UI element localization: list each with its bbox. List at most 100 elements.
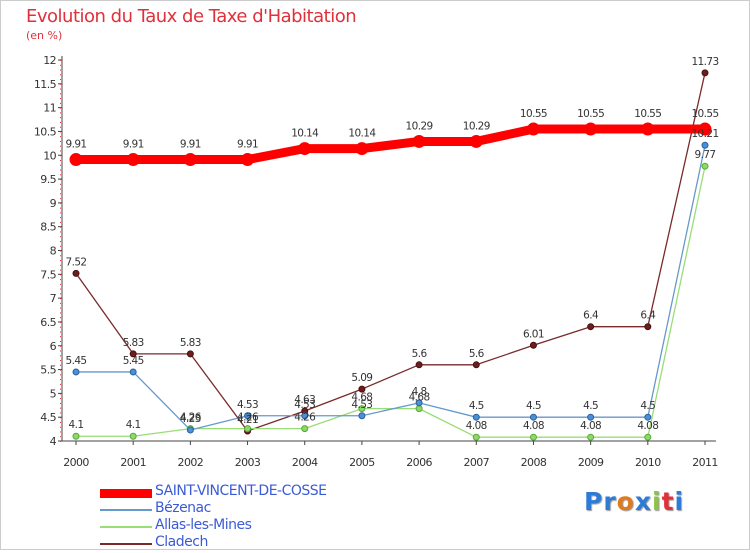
- data-point: [415, 405, 423, 413]
- data-point: [472, 413, 480, 421]
- series-line-2: [75, 165, 706, 438]
- y-minor-tick: [60, 336, 61, 338]
- data-label: 4.08: [466, 420, 487, 432]
- y-minor-tick: [60, 188, 61, 190]
- x-tick-label: 2002: [178, 456, 204, 469]
- y-minor-tick: [60, 398, 61, 400]
- y-tick-label: 9.5: [40, 173, 56, 186]
- y-minor-tick: [60, 83, 61, 85]
- y-minor-tick: [60, 388, 61, 390]
- data-point: [72, 269, 80, 277]
- y-minor-tick: [60, 160, 61, 162]
- x-tick-label: 2011: [692, 456, 718, 469]
- x-tick-label: 2008: [521, 456, 547, 469]
- data-label: 4.63: [294, 394, 315, 406]
- y-minor-tick: [60, 60, 61, 61]
- data-point: [587, 433, 595, 441]
- data-label: 6.01: [523, 328, 544, 340]
- data-label: 10.14: [348, 128, 376, 140]
- data-label: 9.77: [695, 149, 716, 161]
- data-label: 10.29: [463, 120, 490, 132]
- data-label: 5.6: [469, 348, 485, 360]
- data-point: [69, 153, 83, 167]
- data-point: [412, 134, 426, 148]
- data-label: 5.45: [66, 355, 87, 367]
- y-tick-label: 10: [43, 149, 56, 162]
- y-minor-tick: [60, 312, 61, 314]
- data-label: 9.91: [123, 139, 144, 151]
- y-tick-label: 12: [43, 54, 56, 67]
- y-minor-tick: [60, 340, 61, 342]
- x-tick-label: 2000: [63, 456, 89, 469]
- y-minor-tick: [60, 360, 61, 362]
- data-point: [701, 69, 709, 77]
- data-label: 4.53: [294, 399, 315, 411]
- y-minor-tick: [60, 79, 61, 81]
- data-label: 4.53: [237, 399, 258, 411]
- legend-label: Allas-les-Mines: [155, 517, 252, 533]
- chart-title: Evolution du Taux de Taxe d'Habitation: [26, 6, 357, 27]
- y-minor-tick: [60, 364, 61, 366]
- data-label: 4.1: [69, 419, 84, 431]
- y-tick-label: 5.5: [40, 364, 56, 377]
- y-tick-label: 4.5: [40, 411, 56, 424]
- data-label: 10.55: [691, 108, 718, 120]
- y-minor-tick: [60, 240, 61, 242]
- y-minor-tick: [60, 221, 61, 223]
- y-minor-tick: [60, 250, 61, 252]
- y-tick-label: 6: [50, 340, 57, 353]
- data-point: [183, 153, 197, 167]
- y-minor-tick: [60, 88, 61, 90]
- y-minor-tick: [60, 402, 61, 404]
- y-minor-tick: [60, 245, 61, 247]
- y-minor-tick: [60, 236, 61, 238]
- data-point: [244, 425, 252, 433]
- data-point: [472, 361, 480, 369]
- y-tick-label: 8: [50, 245, 57, 258]
- data-label: 4.26: [294, 412, 316, 424]
- data-label: 4.1: [126, 419, 141, 431]
- data-point: [358, 412, 366, 420]
- legend-label: Bézenac: [155, 500, 211, 516]
- y-minor-tick: [60, 98, 61, 100]
- y-minor-tick: [60, 155, 61, 157]
- y-minor-tick: [60, 293, 61, 295]
- y-minor-tick: [60, 374, 61, 376]
- y-minor-tick: [60, 393, 61, 395]
- data-point: [298, 142, 312, 156]
- logo-letter: P: [584, 487, 604, 516]
- y-minor-tick: [60, 198, 61, 200]
- data-point: [644, 413, 652, 421]
- logo-letter: i: [674, 487, 685, 516]
- data-point: [129, 368, 137, 376]
- data-point: [244, 412, 252, 420]
- y-minor-tick: [60, 117, 61, 119]
- logo-letter: x: [634, 487, 652, 516]
- x-tick-label: 2005: [349, 456, 375, 469]
- data-label: 6.4: [583, 310, 599, 322]
- y-minor-tick: [60, 279, 61, 281]
- chart-subtitle: (en %): [26, 29, 63, 42]
- data-point: [587, 413, 595, 421]
- x-tick-label: 2004: [292, 456, 318, 469]
- x-tick-label: 2003: [235, 456, 261, 469]
- data-label: 10.14: [291, 128, 319, 140]
- data-point: [186, 426, 194, 434]
- y-minor-tick: [60, 355, 61, 357]
- data-point: [469, 134, 483, 148]
- data-point: [358, 385, 366, 393]
- y-minor-tick: [60, 255, 61, 257]
- logo-letter: t: [661, 487, 675, 516]
- x-tick-label: 2007: [463, 456, 489, 469]
- data-label: 11.73: [691, 56, 718, 68]
- data-label: 9.91: [180, 139, 201, 151]
- y-minor-tick: [60, 417, 61, 419]
- y-minor-tick: [60, 379, 61, 381]
- data-point: [641, 122, 655, 136]
- y-minor-tick: [60, 412, 61, 414]
- data-label: 4.53: [351, 399, 372, 411]
- y-minor-tick: [60, 350, 61, 352]
- data-label: 5.09: [351, 372, 372, 384]
- series-line-1: [75, 144, 706, 431]
